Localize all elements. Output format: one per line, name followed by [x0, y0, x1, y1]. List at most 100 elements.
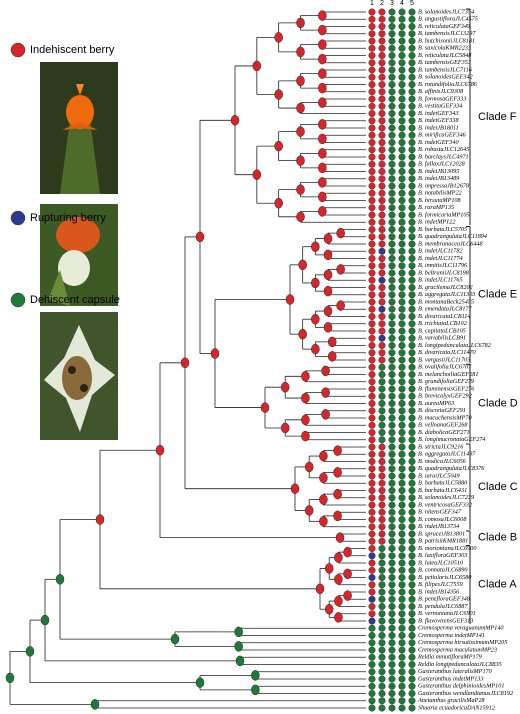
- tip-state: [378, 436, 386, 444]
- tip-state: [408, 632, 416, 640]
- taxon-label: Gasteranthus indetMP133: [418, 675, 483, 682]
- taxon-label: B. nitensGEF347: [418, 509, 462, 516]
- taxon-label: Cremosperma maculatumMP23: [418, 646, 497, 653]
- tip-state: [368, 465, 376, 473]
- ancestral-state: [334, 552, 343, 563]
- ancestral-state: [327, 351, 337, 362]
- ancestral-state: [318, 10, 327, 21]
- taxon-label: B. aggregataJLC11497: [418, 451, 476, 458]
- tip-state: [398, 472, 406, 480]
- taxon-label: B. brevicalyxGEF292: [418, 393, 472, 400]
- tip-state: [388, 545, 396, 553]
- ancestral-state: [274, 197, 283, 209]
- tip-state: [388, 458, 396, 466]
- tip-state: [368, 494, 376, 502]
- tip-state: [368, 167, 376, 175]
- tip-state: [368, 153, 376, 161]
- tip-state: [408, 537, 416, 545]
- tip-state: [368, 320, 376, 328]
- tip-state: [388, 356, 396, 364]
- tip-state: [378, 414, 386, 422]
- tip-state: [378, 15, 386, 23]
- tip-state: [408, 668, 416, 676]
- taxon-label: B. saxicolaKMR2233: [418, 45, 471, 52]
- tip-state: [408, 167, 416, 175]
- tip-state: [388, 407, 396, 415]
- tip-state: [398, 305, 406, 313]
- taxon-label: B. notabilisMP22: [418, 190, 462, 197]
- tip-state: [378, 363, 386, 371]
- ancestral-state: [90, 699, 100, 710]
- tip-state: [388, 88, 396, 96]
- tip-state: [388, 697, 396, 705]
- taxon-label: B. inmitisJLC11796: [418, 262, 468, 269]
- taxon-label: Anetanthus gracilisMaP28: [417, 697, 485, 704]
- taxon-label: B. aggregataJLC11303: [418, 291, 475, 298]
- tip-state: [398, 675, 406, 683]
- ancestral-state: [318, 177, 327, 188]
- tip-state: [388, 552, 396, 560]
- tip-state: [408, 566, 416, 574]
- tip-state: [368, 146, 376, 154]
- tip-state: [398, 109, 406, 117]
- taxon-label: B. robustaJLC12645: [418, 146, 469, 153]
- tip-state: [398, 44, 406, 52]
- tip-state: [378, 661, 386, 669]
- tip-state: [388, 175, 396, 183]
- tip-state: [388, 131, 396, 139]
- tip-state: [378, 305, 386, 313]
- tip-state: [368, 682, 376, 690]
- tip-state: [398, 298, 406, 306]
- tip-state: [408, 429, 416, 437]
- tip-state: [398, 8, 406, 16]
- tip-state: [408, 291, 416, 299]
- tip-state: [368, 73, 376, 81]
- tip-state: [388, 661, 396, 669]
- ancestral-state: [290, 483, 300, 494]
- taxon-label: B. hirsutaMP108: [418, 197, 462, 204]
- tip-state: [398, 196, 406, 204]
- taxon-label: B. indetMP122: [418, 219, 455, 226]
- tip-state: [368, 313, 376, 321]
- ancestral-state: [336, 300, 345, 311]
- tip-state: [378, 545, 386, 553]
- ancestral-state: [318, 148, 327, 159]
- tip-state: [408, 610, 416, 618]
- tip-state: [398, 342, 406, 350]
- tip-state: [368, 516, 376, 524]
- tip-state: [388, 37, 396, 45]
- tip-state: [398, 501, 406, 509]
- ancestral-state: [333, 467, 342, 478]
- tip-state: [378, 530, 386, 538]
- tip-state: [388, 617, 396, 625]
- ancestral-state: [252, 169, 262, 180]
- ancestral-state: [296, 155, 305, 166]
- tip-state: [388, 632, 396, 640]
- tip-state: [368, 690, 376, 698]
- tip-state: [378, 617, 386, 625]
- tip-state: [368, 254, 376, 262]
- tip-state: [368, 588, 376, 596]
- tip-state: [408, 545, 416, 553]
- ancestral-state: [195, 677, 205, 688]
- tip-state: [398, 37, 406, 45]
- tip-state: [398, 552, 406, 560]
- taxon-label: B. ventricosaGEF332: [418, 501, 472, 508]
- tip-state: [368, 175, 376, 183]
- ancestral-state: [323, 322, 333, 333]
- tip-state: [368, 225, 376, 233]
- tip-state: [408, 407, 416, 415]
- taxon-label: Gasteranthus wendlandianusJLC8192: [418, 690, 513, 697]
- tip-state: [368, 182, 376, 190]
- tip-state: [408, 443, 416, 451]
- tip-state: [398, 559, 406, 567]
- tip-state: [398, 508, 406, 516]
- tip-state: [388, 501, 396, 509]
- tip-state: [368, 545, 376, 553]
- taxon-label: B. quadrangulataJLC11894: [418, 233, 487, 240]
- legend-swatch: [10, 210, 26, 226]
- clade-label: Clade D: [478, 397, 518, 409]
- tip-state: [368, 458, 376, 466]
- tip-state: [378, 138, 386, 146]
- tip-state: [368, 581, 376, 589]
